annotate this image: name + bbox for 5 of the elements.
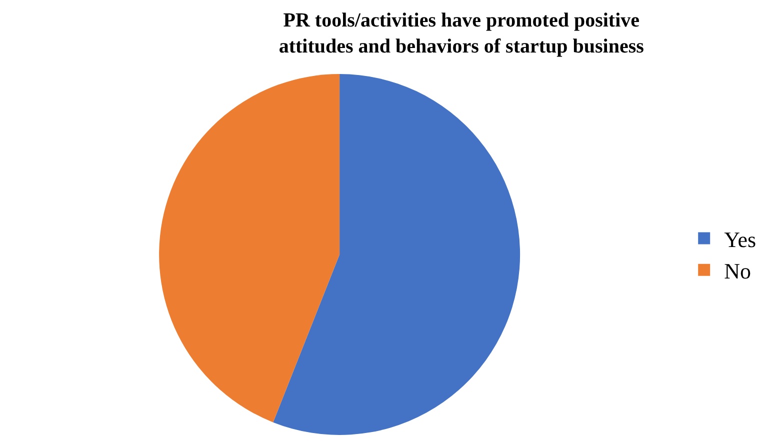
- legend-label: Yes: [724, 226, 756, 252]
- pie-slice: [159, 74, 340, 422]
- chart-title: PR tools/activities have promoted positive attitudes and behaviors of startup business: [278, 9, 644, 58]
- legend-label: No: [724, 258, 751, 284]
- pie-slice: [273, 74, 520, 435]
